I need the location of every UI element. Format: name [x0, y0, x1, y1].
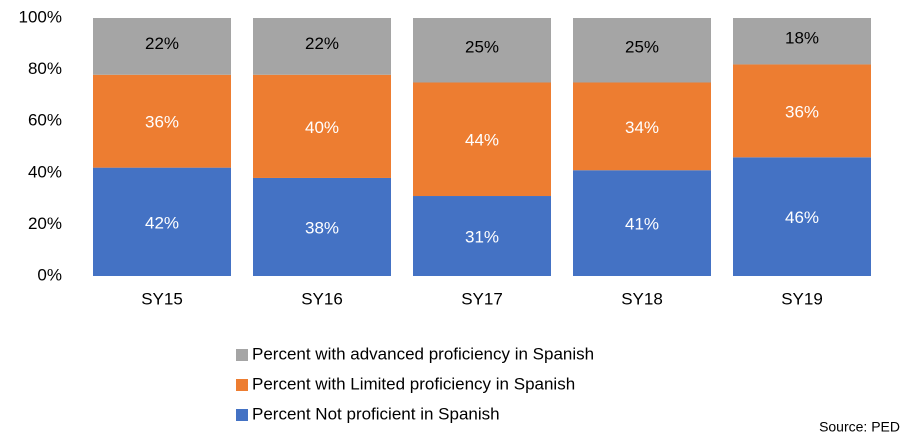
bar-segment: [253, 74, 391, 178]
legend-label: Percent with Limited proficiency in Span…: [252, 374, 575, 393]
legend-label: Percent Not proficient in Spanish: [252, 404, 500, 423]
x-tick-label: SY19: [781, 289, 823, 308]
bar-segment: [573, 82, 711, 171]
legend-swatch: [236, 409, 248, 421]
value-label: 36%: [785, 102, 819, 121]
value-label: 44%: [465, 131, 499, 150]
y-tick-label: 60%: [28, 111, 62, 130]
bar-segment: [413, 18, 551, 83]
bar-segment: [93, 18, 231, 75]
bar-segment: [573, 18, 711, 83]
value-label: 40%: [305, 118, 339, 137]
bar-segment: [253, 18, 391, 75]
bar-segment: [253, 177, 391, 276]
x-tick-label: SY17: [461, 289, 503, 308]
value-label: 25%: [465, 38, 499, 57]
bar-segment: [733, 157, 871, 276]
legend-swatch: [236, 379, 248, 391]
x-tick-label: SY16: [301, 289, 343, 308]
value-label: 42%: [145, 213, 179, 232]
y-tick-label: 80%: [28, 59, 62, 78]
value-label: 46%: [785, 208, 819, 227]
value-label: 38%: [305, 218, 339, 237]
bar-segment: [573, 170, 711, 276]
value-label: 41%: [625, 215, 659, 234]
y-tick-label: 20%: [28, 214, 62, 233]
bar-segment: [413, 196, 551, 276]
x-tick-label: SY18: [621, 289, 663, 308]
value-label: 31%: [465, 227, 499, 246]
bar-segment: [93, 74, 231, 168]
value-label: 22%: [305, 34, 339, 53]
legend-swatch: [236, 349, 248, 361]
bar-segment: [733, 64, 871, 158]
bar-segment: [93, 167, 231, 276]
value-label: 34%: [625, 118, 659, 137]
value-label: 25%: [625, 38, 659, 57]
value-label: 36%: [145, 113, 179, 132]
y-tick-label: 100%: [19, 7, 62, 26]
x-tick-label: SY15: [141, 289, 183, 308]
bar-segment: [413, 82, 551, 197]
y-tick-label: 40%: [28, 162, 62, 181]
source: Source: PED: [819, 419, 900, 435]
bar-segment: [733, 18, 871, 65]
y-tick-label: 0%: [37, 265, 62, 284]
value-label: 22%: [145, 34, 179, 53]
legend-label: Percent with advanced proficiency in Spa…: [252, 344, 594, 363]
value-label: 18%: [785, 29, 819, 48]
